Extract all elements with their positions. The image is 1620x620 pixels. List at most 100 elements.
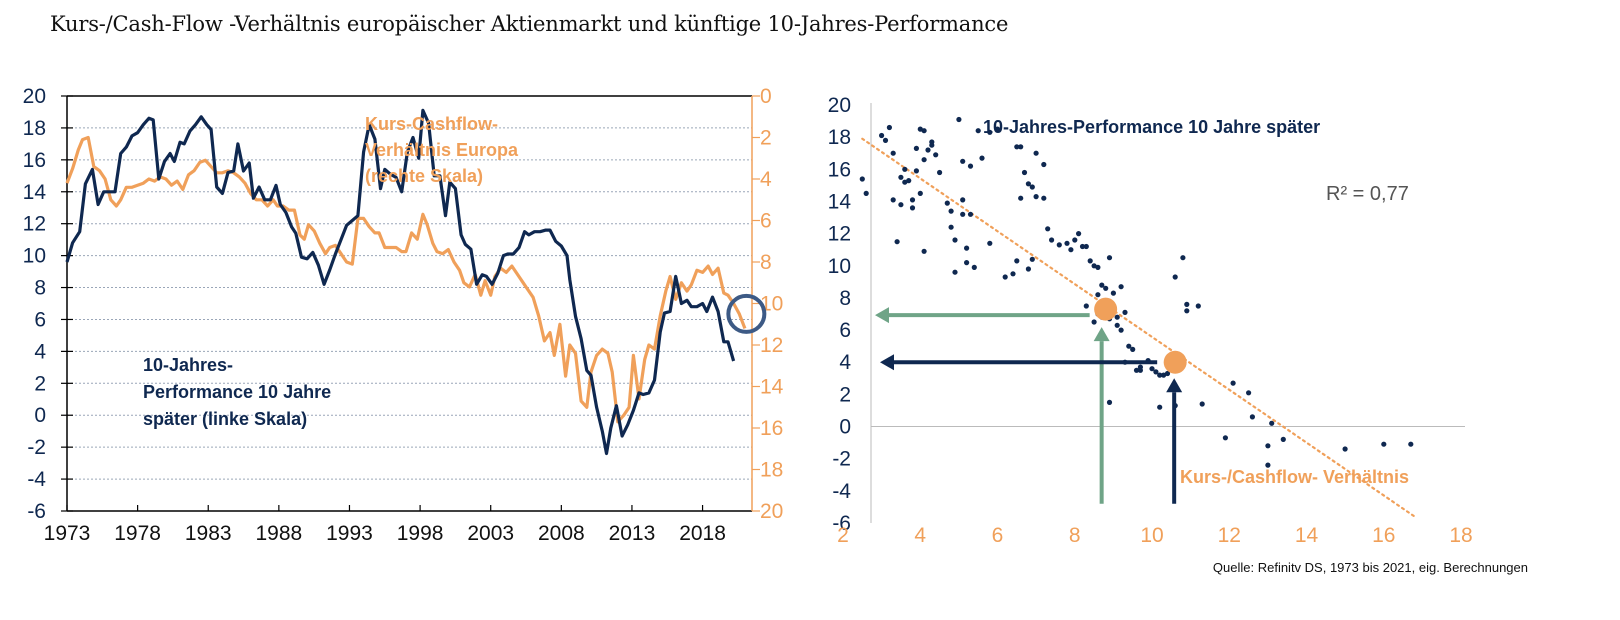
scatter-point [1033, 150, 1039, 156]
scatter-point [902, 179, 908, 185]
scatter-point [1083, 303, 1089, 309]
r-squared-label: R² = 0,77 [1326, 183, 1409, 205]
source-note: Quelle: Refinitv DS, 1973 bis 2021, eig.… [1213, 560, 1528, 575]
scatter-point [1230, 380, 1236, 386]
orange-series-label-2: Verhältnis Europa [365, 140, 519, 160]
scatter-x-tick-label: 10 [1140, 524, 1163, 547]
scatter-point [894, 239, 900, 245]
scatter-point [952, 269, 958, 275]
scatter-point [863, 190, 869, 196]
scatter-point [1083, 243, 1089, 250]
scatter-point [1014, 144, 1020, 150]
scatter-y-tick-label: 8 [839, 287, 851, 310]
right-tick-label: 6 [760, 210, 772, 233]
x-tick-label: 1978 [114, 522, 161, 545]
scatter-point [1130, 346, 1136, 352]
scatter-point [898, 174, 904, 180]
scatter-point [1056, 242, 1062, 248]
kcv-line [65, 135, 747, 424]
scatter-point [975, 128, 981, 134]
scatter-point [1161, 372, 1167, 378]
scatter-point [967, 211, 974, 217]
scatter-point [859, 176, 865, 182]
scatter-point [1021, 169, 1028, 176]
scatter-point [1122, 309, 1128, 315]
scatter-point [909, 205, 916, 211]
scatter-point [882, 137, 889, 143]
right-tick-label: 14 [760, 376, 784, 399]
scatter-point [1018, 144, 1024, 150]
scatter-point [933, 152, 939, 158]
scatter-x-ticks: 2 4 6 8 10 12 14 16 18 [837, 524, 1473, 547]
scatter-x-tick-label: 6 [992, 524, 1004, 547]
scatter-point [1091, 319, 1097, 325]
scatter-point [913, 145, 920, 151]
scatter-point [967, 163, 974, 169]
scatter-point [1246, 390, 1252, 396]
scatter-point [1269, 420, 1275, 426]
scatter-point [929, 142, 935, 148]
scatter-point [1184, 301, 1190, 307]
scatter-point [1114, 314, 1120, 320]
scatter-point [1157, 404, 1163, 410]
scatter-point [1064, 240, 1070, 246]
scatter-point [1068, 247, 1074, 253]
scatter-point [1280, 436, 1286, 442]
scatter-point [937, 169, 943, 176]
right-tick-label: 16 [760, 417, 783, 440]
scatter-point [1025, 181, 1031, 187]
highlight-point [1094, 297, 1118, 321]
scatter-point [1164, 370, 1171, 377]
performance-line [65, 108, 736, 456]
scatter-x-tick-label: 16 [1372, 524, 1395, 547]
scatter-point [1137, 367, 1143, 373]
scatter-point [1045, 226, 1051, 232]
scatter-x-tick-label: 18 [1449, 524, 1472, 547]
right-tick-label: 12 [760, 334, 783, 357]
right-tick-label: 0 [760, 85, 772, 108]
x-tick-label: 2013 [609, 522, 656, 545]
scatter-point [944, 200, 950, 206]
highlight-point [1163, 350, 1187, 374]
scatter-point [1126, 343, 1132, 349]
scatter-y-tick-label: 6 [839, 319, 851, 342]
left-tick-label: -2 [27, 436, 46, 459]
scatter-point [890, 150, 896, 156]
scatter-point [1079, 243, 1086, 250]
scatter-point [952, 237, 958, 243]
scatter-point [1049, 237, 1055, 243]
scatter-point [964, 260, 970, 266]
scatter-point [979, 155, 985, 161]
scatter-y-tick-label: 20 [828, 94, 851, 117]
right-tick-label: 8 [760, 251, 772, 274]
scatter-point [886, 124, 893, 131]
scatter-x-label: Kurs-/Cashflow- Verhältnis [1180, 467, 1409, 487]
scatter-point [921, 128, 927, 134]
scatter-point [1265, 443, 1271, 449]
scatter-point [994, 126, 1001, 132]
scatter-point [1076, 231, 1082, 237]
right-tick-label: 4 [760, 168, 772, 191]
scatter-point [898, 202, 904, 208]
left-tick-label: 0 [34, 404, 46, 427]
left-tick-label: 2 [34, 372, 46, 395]
scatter-axes [870, 103, 1465, 523]
scatter-point [1087, 258, 1093, 264]
scatter-point [1265, 462, 1271, 468]
scatter-point [1018, 195, 1024, 201]
scatter-y-label: 10-Jahres-Performance 10 Jahre später [983, 117, 1320, 137]
scatter-x-tick-label: 2 [837, 524, 849, 547]
chart-title: Kurs-/Cash-Flow -Verhältnis europäischer… [50, 12, 1009, 36]
scatter-point [1149, 366, 1155, 372]
x-tick-label: 2008 [538, 522, 585, 545]
green-left-arrow-head [875, 307, 889, 324]
right-tick-label: 2 [760, 127, 772, 150]
green-up-arrow-head [1093, 327, 1110, 342]
scatter-y-tick-label: 2 [839, 383, 851, 406]
scatter-point [1041, 195, 1047, 201]
scatter-point [1249, 414, 1255, 420]
scatter-point [1025, 266, 1031, 272]
